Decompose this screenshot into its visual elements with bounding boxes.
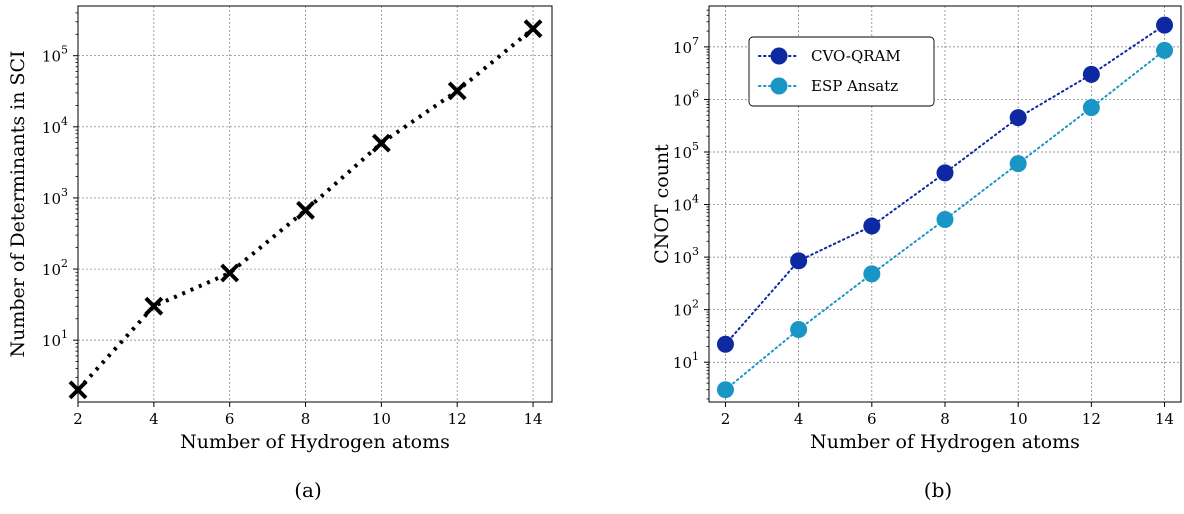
data-point — [1009, 155, 1027, 173]
data-point — [936, 210, 954, 228]
legend-label: CVO-QRAM — [811, 47, 901, 65]
x-axis-label: Number of Hydrogen atoms — [180, 431, 450, 453]
data-point — [790, 320, 808, 338]
y-tick-base: 10 — [42, 48, 61, 66]
x-marker-stroke — [447, 81, 467, 101]
x-tick-label: 4 — [149, 410, 159, 428]
y-tick-label: 107 — [673, 35, 699, 57]
y-tick-base: 10 — [673, 197, 692, 215]
x-tick-label: 12 — [1082, 410, 1101, 428]
y-axis-label: Number of Determinants in SCI — [7, 50, 29, 357]
x-marker-stroke — [523, 19, 543, 39]
y-tick-label: 101 — [42, 328, 68, 350]
y-tick-exponent: 5 — [61, 44, 68, 57]
y-tick-label: 103 — [673, 245, 699, 267]
data-point-x-marker — [447, 81, 467, 101]
y-tick-base: 10 — [673, 39, 692, 57]
data-point — [716, 335, 734, 353]
data-point — [1009, 109, 1027, 127]
y-tick-label: 102 — [673, 298, 699, 320]
y-tick-exponent: 3 — [692, 245, 699, 258]
data-point — [863, 265, 881, 283]
data-point — [716, 381, 734, 399]
legend-box — [748, 36, 935, 107]
x-tick-label: 8 — [301, 410, 311, 428]
data-point — [863, 217, 881, 235]
data-point-x-marker — [523, 19, 543, 39]
legend-label: ESP Ansatz — [811, 77, 898, 95]
data-point-x-marker — [220, 263, 240, 283]
y-tick-base: 10 — [42, 190, 61, 208]
x-marker-stroke — [220, 263, 240, 283]
y-tick-label: 103 — [42, 186, 68, 208]
x-tick-label: 2 — [73, 410, 83, 428]
y-tick-base: 10 — [673, 144, 692, 162]
legend-marker — [770, 47, 788, 65]
x-tick-label: 14 — [1155, 410, 1174, 428]
data-point-x-marker — [371, 133, 391, 153]
y-tick-base: 10 — [673, 302, 692, 320]
x-tick-label: 10 — [372, 410, 391, 428]
y-tick-label: 101 — [673, 350, 699, 372]
x-marker-stroke — [371, 133, 391, 153]
data-point — [1082, 99, 1100, 117]
y-tick-exponent: 3 — [61, 186, 68, 199]
y-tick-label: 104 — [673, 193, 699, 215]
x-axis-label: Number of Hydrogen atoms — [810, 431, 1080, 453]
x-tick-label: 6 — [867, 410, 877, 428]
data-point — [1082, 65, 1100, 83]
y-tick-exponent: 1 — [692, 350, 699, 363]
data-point — [790, 252, 808, 270]
y-tick-exponent: 5 — [692, 140, 699, 153]
y-tick-base: 10 — [673, 91, 692, 109]
x-marker-stroke — [144, 296, 164, 316]
y-tick-label: 104 — [42, 115, 68, 137]
y-tick-exponent: 1 — [61, 328, 68, 341]
x-tick-label: 4 — [794, 410, 804, 428]
y-tick-exponent: 2 — [61, 257, 68, 270]
legend: CVO-QRAM ESP Ansatz — [748, 36, 935, 107]
x-tick-label: 14 — [523, 410, 542, 428]
x-tick-label: 10 — [1009, 410, 1028, 428]
data-point-x-marker — [296, 200, 315, 220]
y-tick-exponent: 2 — [692, 298, 699, 311]
y-tick-exponent: 4 — [692, 193, 699, 206]
x-tick-label: 8 — [940, 410, 950, 428]
plot-frame — [708, 5, 1182, 403]
y-axis-label: CNOT count — [651, 144, 673, 264]
x-marker-stroke — [296, 200, 315, 220]
y-tick-label: 102 — [42, 257, 68, 279]
plot-frame — [77, 5, 553, 403]
y-tick-exponent: 6 — [692, 87, 699, 100]
data-point-x-marker — [144, 296, 164, 316]
y-tick-exponent: 4 — [61, 115, 68, 128]
y-tick-label: 105 — [673, 140, 699, 162]
panel-caption: (b) — [924, 478, 952, 502]
x-tick-label: 12 — [448, 410, 467, 428]
y-tick-label: 106 — [673, 87, 699, 109]
data-point — [1156, 16, 1174, 34]
y-tick-base: 10 — [673, 249, 692, 267]
y-tick-base: 10 — [42, 119, 61, 137]
y-tick-base: 10 — [42, 332, 61, 350]
legend-marker — [770, 77, 788, 95]
panel-caption: (a) — [294, 478, 322, 502]
data-point — [936, 164, 954, 182]
y-tick-label: 105 — [42, 44, 68, 66]
y-tick-base: 10 — [673, 354, 692, 372]
data-point — [1156, 41, 1174, 59]
x-tick-label: 6 — [225, 410, 235, 428]
x-tick-label: 2 — [721, 410, 731, 428]
y-tick-base: 10 — [42, 261, 61, 279]
y-tick-exponent: 7 — [692, 35, 699, 48]
